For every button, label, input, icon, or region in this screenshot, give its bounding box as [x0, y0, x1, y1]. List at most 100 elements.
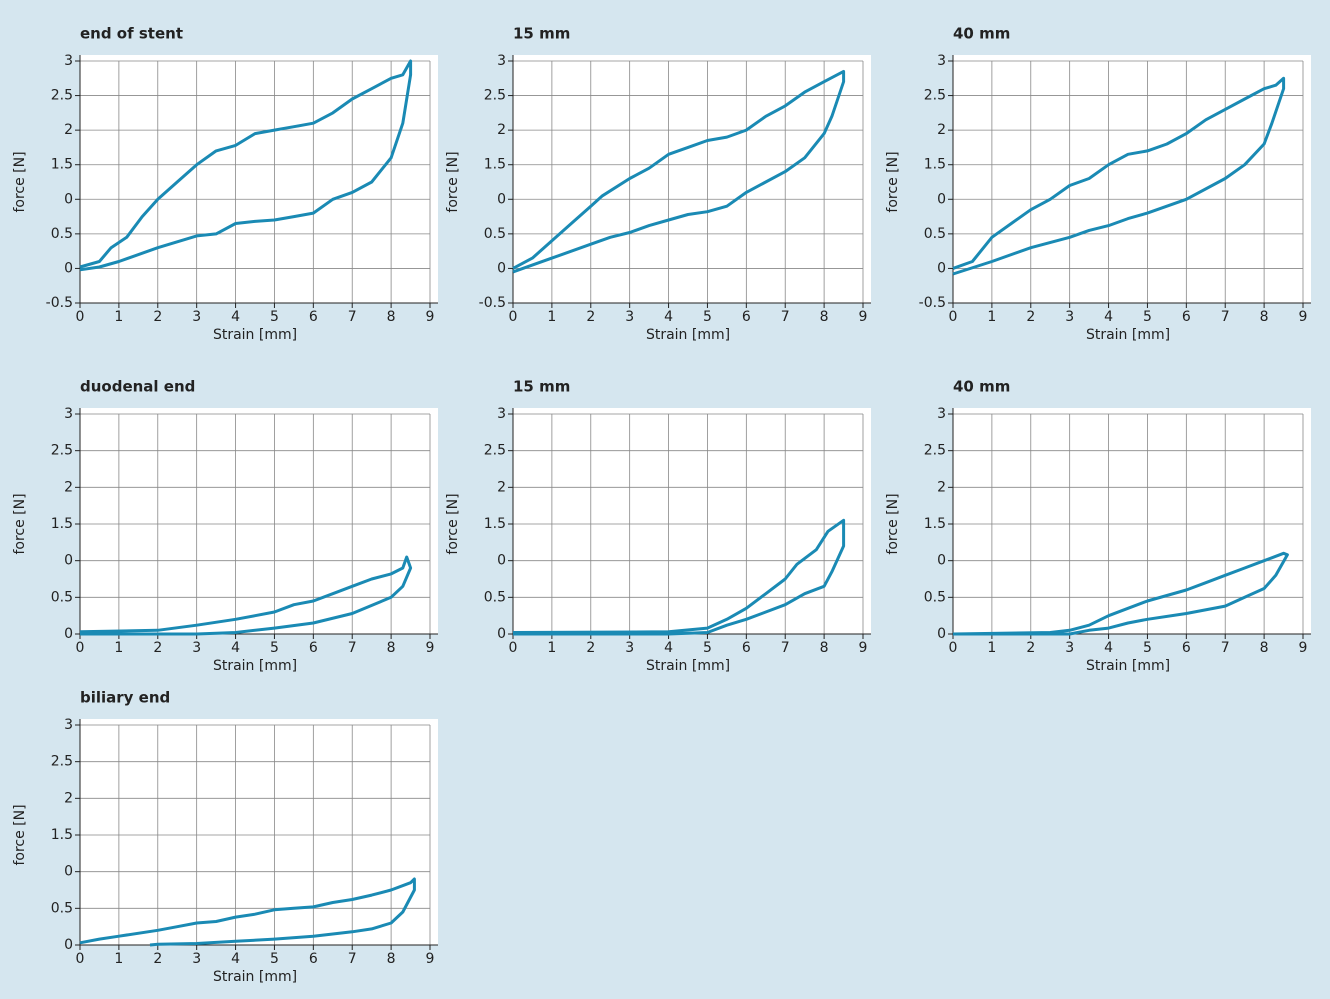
- y-tick-label: 1.5: [484, 516, 506, 532]
- y-tick-label: 0: [497, 191, 506, 207]
- x-tick-label: 9: [426, 640, 435, 656]
- chart-title: 40 mm: [953, 25, 1010, 43]
- x-axis-label: Strain [mm]: [1086, 327, 1170, 343]
- y-tick-label: 0: [64, 937, 73, 953]
- x-tick-label: 5: [270, 640, 279, 656]
- x-tick-label: 2: [1026, 309, 1035, 325]
- y-tick-label: 0.5: [484, 226, 506, 242]
- y-tick-label: 3: [64, 53, 73, 69]
- x-tick-label: 0: [509, 309, 518, 325]
- y-tick-label: 3: [937, 406, 946, 422]
- y-tick-label: 2: [497, 479, 506, 495]
- y-tick-label: 2.5: [484, 443, 506, 459]
- x-tick-label: 0: [949, 309, 958, 325]
- chart-title: duodenal end: [80, 378, 195, 396]
- x-axis-label: Strain [mm]: [213, 327, 297, 343]
- chart-title: 15 mm: [513, 25, 570, 43]
- y-tick-label: 3: [497, 53, 506, 69]
- y-tick-label: 2.5: [51, 88, 73, 104]
- y-axis-label: force [N]: [12, 151, 28, 212]
- x-tick-label: 4: [664, 309, 673, 325]
- x-tick-label: 6: [309, 640, 318, 656]
- x-tick-label: 7: [1221, 309, 1230, 325]
- x-tick-label: 3: [625, 640, 634, 656]
- force-curve: [952, 76, 1286, 276]
- x-tick-label: 9: [859, 309, 868, 325]
- y-axis-label: force [N]: [885, 151, 901, 212]
- y-tick-label: 2: [64, 790, 73, 806]
- y-tick-label: 0: [64, 553, 73, 569]
- y-tick-label: 0: [937, 191, 946, 207]
- y-tick-label: -0.5: [46, 295, 73, 311]
- x-tick-label: 9: [426, 309, 435, 325]
- y-tick-label: 1.5: [51, 827, 73, 843]
- y-tick-label: 0: [497, 260, 506, 276]
- y-axis-label: force [N]: [12, 804, 28, 865]
- chart-title: 15 mm: [513, 378, 570, 396]
- x-tick-label: 2: [153, 951, 162, 967]
- y-tick-label: 2: [64, 479, 73, 495]
- x-tick-label: 3: [1065, 640, 1074, 656]
- x-tick-label: 7: [781, 309, 790, 325]
- y-tick-label: 0.5: [51, 589, 73, 605]
- x-tick-label: 2: [1026, 640, 1035, 656]
- x-tick-label: 5: [703, 640, 712, 656]
- x-tick-label: 3: [192, 951, 201, 967]
- y-tick-label: 2.5: [924, 443, 946, 459]
- x-tick-label: 3: [1065, 309, 1074, 325]
- force-curve: [512, 518, 846, 636]
- y-tick-label: 2: [497, 122, 506, 138]
- force-curve: [512, 69, 846, 274]
- y-tick-label: 0: [64, 864, 73, 880]
- x-axis-label: Strain [mm]: [646, 658, 730, 674]
- x-tick-label: 6: [309, 951, 318, 967]
- x-tick-label: 4: [231, 640, 240, 656]
- chart-title: 40 mm: [953, 378, 1010, 396]
- x-tick-label: 8: [820, 640, 829, 656]
- x-tick-label: 4: [231, 309, 240, 325]
- x-tick-label: 1: [547, 640, 556, 656]
- x-tick-label: 8: [387, 640, 396, 656]
- x-tick-label: 6: [742, 640, 751, 656]
- x-tick-label: 0: [949, 640, 958, 656]
- x-tick-label: 0: [76, 309, 85, 325]
- x-tick-label: 3: [192, 309, 201, 325]
- y-tick-label: 0.5: [924, 589, 946, 605]
- x-tick-label: 2: [586, 640, 595, 656]
- x-tick-label: 2: [586, 309, 595, 325]
- x-tick-label: 6: [742, 309, 751, 325]
- y-tick-label: 0: [937, 626, 946, 642]
- x-tick-label: 9: [426, 951, 435, 967]
- y-tick-label: 0: [497, 626, 506, 642]
- x-tick-label: 9: [1299, 309, 1308, 325]
- x-tick-label: 8: [387, 951, 396, 967]
- x-tick-label: 9: [859, 640, 868, 656]
- y-tick-label: 0.5: [484, 589, 506, 605]
- y-tick-label: 1.5: [51, 516, 73, 532]
- x-tick-label: 1: [987, 640, 996, 656]
- y-tick-label: 0: [497, 553, 506, 569]
- x-tick-label: 7: [348, 309, 357, 325]
- x-axis-label: Strain [mm]: [1086, 658, 1170, 674]
- x-tick-label: 0: [76, 640, 85, 656]
- x-tick-label: 5: [1143, 640, 1152, 656]
- y-axis-label: force [N]: [885, 493, 901, 554]
- y-tick-label: 2.5: [51, 443, 73, 459]
- x-tick-label: 1: [114, 309, 123, 325]
- y-tick-label: 2: [937, 122, 946, 138]
- y-tick-label: 1.5: [924, 516, 946, 532]
- y-tick-label: 3: [937, 53, 946, 69]
- x-tick-label: 0: [76, 951, 85, 967]
- x-axis-label: Strain [mm]: [646, 327, 730, 343]
- force-curve: [952, 551, 1289, 636]
- x-tick-label: 5: [1143, 309, 1152, 325]
- y-tick-label: 0: [937, 553, 946, 569]
- y-tick-label: 0: [64, 191, 73, 207]
- x-tick-label: 4: [231, 951, 240, 967]
- y-tick-label: -0.5: [919, 295, 946, 311]
- plot-area: [80, 55, 438, 303]
- y-axis-label: force [N]: [12, 493, 28, 554]
- x-tick-label: 7: [781, 640, 790, 656]
- y-tick-label: 3: [64, 406, 73, 422]
